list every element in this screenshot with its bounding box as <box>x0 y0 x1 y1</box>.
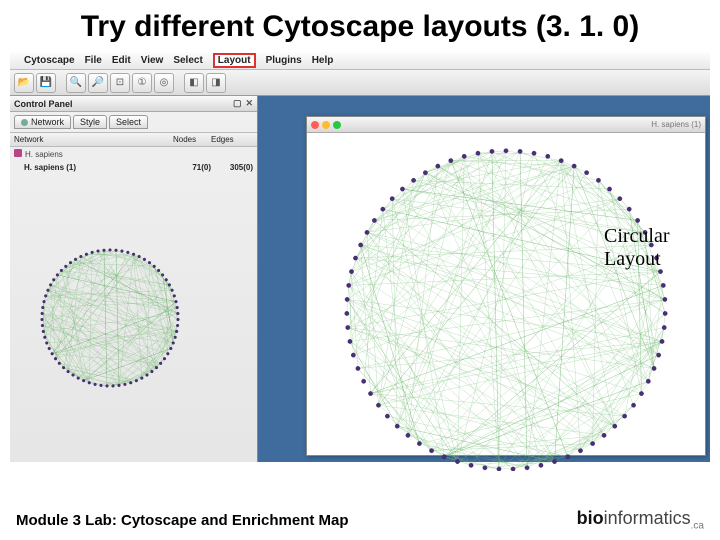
menu-layout[interactable]: Layout <box>213 53 256 68</box>
control-panel-titlebar: Control Panel ▢✕ <box>10 96 257 112</box>
network-icon <box>21 119 28 126</box>
network-row-root[interactable]: H. sapiens <box>10 147 257 161</box>
toolbar: 📂 💾 🔍 🔎 ⊡ ① ◎ ◧ ◨ <box>10 70 710 96</box>
network-row-child[interactable]: H. sapiens (1) 71(0) 305(0) <box>10 161 257 174</box>
network-preview <box>20 240 200 390</box>
network-view-window[interactable]: H. sapiens (1) <box>306 116 706 456</box>
undock-icon[interactable]: ▢ <box>233 98 242 109</box>
footer-brand: bioinformatics.ca <box>577 508 704 532</box>
slide-footer: Module 3 Lab: Cytoscape and Enrichment M… <box>0 504 720 540</box>
zoom-out-icon[interactable]: 🔎 <box>88 73 108 93</box>
menu-select[interactable]: Select <box>173 55 202 66</box>
network-window-title: H. sapiens (1) <box>651 120 701 129</box>
control-panel-buttons[interactable]: ▢✕ <box>233 98 253 109</box>
zoom-in-icon[interactable]: 🔍 <box>66 73 86 93</box>
tool-a-icon[interactable]: ◧ <box>184 73 204 93</box>
control-panel-title: Control Panel <box>14 99 73 109</box>
network-window-titlebar[interactable]: H. sapiens (1) <box>307 117 705 133</box>
mac-menubar: Cytoscape File Edit View Select Layout P… <box>10 52 710 70</box>
menu-plugins[interactable]: Plugins <box>266 55 302 66</box>
close-window-icon[interactable] <box>311 121 319 129</box>
minimize-window-icon[interactable] <box>322 121 330 129</box>
menu-cytoscape[interactable]: Cytoscape <box>24 55 75 66</box>
tab-network[interactable]: Network <box>14 115 71 129</box>
network-table-header: Network Nodes Edges <box>10 132 257 147</box>
menu-view[interactable]: View <box>141 55 164 66</box>
tab-style[interactable]: Style <box>73 115 107 129</box>
layout-label: Circular Layout <box>604 225 714 271</box>
menu-edit[interactable]: Edit <box>112 55 131 66</box>
menu-file[interactable]: File <box>85 55 102 66</box>
tool-b-icon[interactable]: ◨ <box>206 73 226 93</box>
circular-network-graph[interactable] <box>307 133 705 471</box>
desktop-canvas: H. sapiens (1) <box>258 96 710 462</box>
menu-help[interactable]: Help <box>312 55 334 66</box>
zoom-fit-icon[interactable]: ⊡ <box>110 73 130 93</box>
open-icon[interactable]: 📂 <box>14 73 34 93</box>
control-panel-tabs: Network Style Select <box>10 112 257 132</box>
zoom-1-icon[interactable]: ① <box>132 73 152 93</box>
tab-select[interactable]: Select <box>109 115 148 129</box>
traffic-lights[interactable] <box>311 121 341 129</box>
zoom-window-icon[interactable] <box>333 121 341 129</box>
close-icon[interactable]: ✕ <box>245 98 253 109</box>
footer-module-text: Module 3 Lab: Cytoscape and Enrichment M… <box>16 512 349 529</box>
network-tree-icon <box>14 149 22 157</box>
slide-title: Try different Cytoscape layouts (3. 1. 0… <box>0 0 720 52</box>
save-icon[interactable]: 💾 <box>36 73 56 93</box>
zoom-sel-icon[interactable]: ◎ <box>154 73 174 93</box>
